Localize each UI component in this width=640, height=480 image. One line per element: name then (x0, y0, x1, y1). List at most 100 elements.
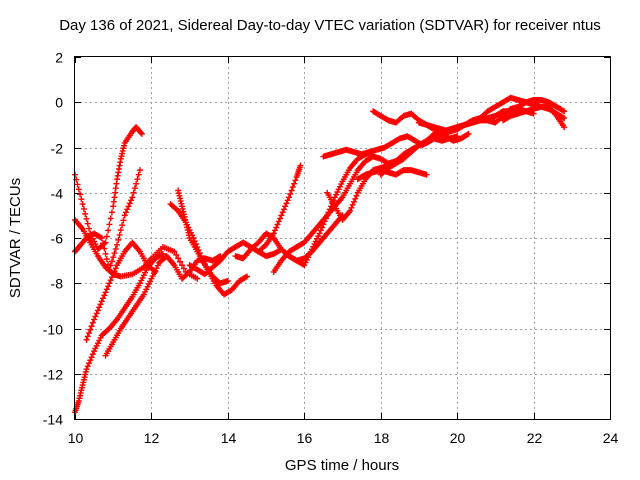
data-point (131, 185, 138, 192)
series-arc-7 (167, 201, 250, 298)
data-point (100, 295, 107, 302)
data-point (287, 190, 294, 197)
data-point (112, 265, 119, 272)
data-point (283, 200, 290, 207)
data-point (126, 200, 133, 207)
data-point (273, 224, 280, 231)
series-arc-2 (72, 167, 143, 273)
series-arc-4 (72, 250, 166, 416)
data-point (319, 224, 326, 231)
data-point (350, 198, 357, 205)
data-point (134, 176, 141, 183)
x-tick-label: 20 (450, 430, 466, 446)
data-point (177, 258, 184, 265)
data-point (82, 210, 89, 217)
data-point (110, 254, 117, 261)
data-point (133, 180, 140, 187)
data-point (87, 357, 94, 364)
data-point (289, 184, 296, 191)
data-point (297, 162, 304, 169)
data-point (96, 304, 103, 311)
data-point (171, 248, 178, 255)
y-tick-label: -12 (43, 367, 63, 383)
data-point (353, 192, 360, 199)
data-point (78, 196, 85, 203)
data-point (179, 262, 185, 269)
series-arc-18 (370, 96, 568, 135)
data-point (101, 292, 108, 299)
y-tick-label: -6 (51, 231, 64, 247)
data-point (243, 273, 250, 280)
data-point (86, 330, 93, 337)
y-tick-label: 0 (55, 95, 63, 111)
data-points (72, 94, 568, 416)
data-point (88, 323, 95, 330)
data-point (83, 215, 90, 222)
data-point (292, 177, 299, 184)
data-point (129, 194, 136, 201)
data-point (119, 222, 126, 229)
data-point (423, 171, 430, 178)
data-point (120, 217, 127, 224)
chart-title: Day 136 of 2021, Sidereal Day-to-day VTE… (59, 17, 601, 34)
x-tick-label: 14 (221, 430, 237, 446)
data-point (348, 204, 355, 211)
data-point (79, 201, 86, 208)
data-point (261, 242, 268, 249)
series-arc-6 (102, 253, 224, 359)
x-axis-label: GPS time / hours (285, 457, 399, 474)
data-point (94, 307, 101, 314)
data-point (89, 319, 96, 326)
data-point (284, 197, 291, 204)
data-point (84, 333, 91, 340)
data-point (108, 274, 115, 281)
y-tick-label: -4 (51, 186, 64, 202)
data-point (114, 241, 121, 248)
data-point (83, 336, 90, 343)
x-tick-label: 10 (68, 430, 84, 446)
data-point (277, 215, 284, 222)
data-point (135, 171, 142, 178)
data-point (124, 206, 131, 213)
data-point (83, 366, 90, 373)
data-point (86, 225, 93, 232)
data-point (286, 194, 292, 201)
data-point (111, 268, 118, 275)
data-point (465, 130, 472, 137)
data-point (122, 209, 129, 216)
data-point (316, 230, 323, 237)
data-point (92, 313, 99, 320)
data-point (159, 250, 166, 257)
data-point (112, 245, 119, 252)
data-point (115, 236, 122, 243)
data-point (98, 298, 105, 305)
x-tick-label: 24 (603, 430, 619, 446)
data-point (106, 280, 113, 287)
data-point (275, 218, 282, 225)
data-point (107, 215, 114, 222)
data-point (559, 107, 566, 114)
data-point (271, 227, 278, 234)
data-point (84, 220, 91, 227)
data-point (103, 256, 110, 263)
data-point (185, 270, 192, 277)
data-point (279, 209, 286, 216)
data-point (110, 271, 117, 278)
data-point (130, 189, 137, 196)
series-arc-5 (83, 239, 159, 343)
x-tick-label: 16 (297, 430, 313, 446)
data-point (101, 245, 108, 252)
data-point (175, 255, 182, 262)
data-point (280, 206, 287, 213)
data-point (77, 191, 84, 198)
x-tick-label: 12 (144, 430, 160, 446)
data-point (352, 195, 359, 202)
data-point (464, 131, 471, 138)
data-point (107, 262, 114, 269)
data-point (97, 301, 104, 308)
data-point (173, 206, 180, 213)
data-point (180, 265, 187, 272)
y-tick-label: 2 (55, 50, 63, 66)
